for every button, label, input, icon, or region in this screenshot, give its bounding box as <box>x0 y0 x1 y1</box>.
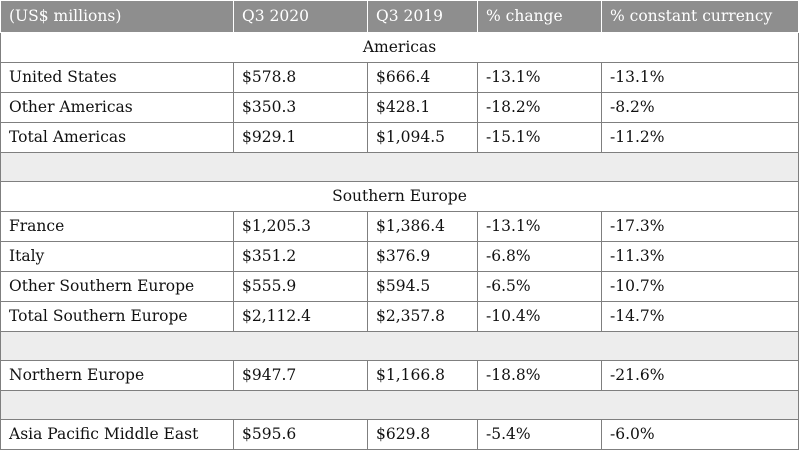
table-row: France $1,205.3 $1,386.4 -13.1% -17.3% <box>0 211 799 242</box>
header-pct-change: % change <box>477 0 602 33</box>
region-name: Other Americas <box>0 92 234 123</box>
region-name: United States <box>0 62 234 93</box>
pct-constant-value: -14.7% <box>601 301 799 332</box>
region-name: Other Southern Europe <box>0 271 234 302</box>
region-name: Northern Europe <box>0 360 234 391</box>
q3-2019-value: $629.8 <box>367 419 478 450</box>
spacer-row <box>0 152 799 182</box>
q3-2020-value: $350.3 <box>233 92 368 123</box>
q3-2019-value: $1,386.4 <box>367 211 478 242</box>
pct-constant-value: -8.2% <box>601 92 799 123</box>
header-label: (US$ millions) <box>0 0 234 33</box>
pct-constant-value: -17.3% <box>601 211 799 242</box>
spacer-cell <box>0 331 799 361</box>
q3-2020-value: $578.8 <box>233 62 368 93</box>
spacer-row <box>0 331 799 361</box>
pct-change-value: -10.4% <box>477 301 602 332</box>
pct-constant-value: -11.2% <box>601 122 799 153</box>
q3-2020-value: $2,112.4 <box>233 301 368 332</box>
region-name: Asia Pacific Middle East <box>0 419 234 450</box>
q3-2020-value: $555.9 <box>233 271 368 302</box>
table-row: United States $578.8 $666.4 -13.1% -13.1… <box>0 62 799 93</box>
q3-2019-value: $1,166.8 <box>367 360 478 391</box>
region-name: Italy <box>0 241 234 272</box>
q3-2019-value: $428.1 <box>367 92 478 123</box>
q3-2020-value: $947.7 <box>233 360 368 391</box>
q3-2020-value: $1,205.3 <box>233 211 368 242</box>
section-row-southern-europe: Southern Europe <box>0 181 799 212</box>
section-title-southern-europe: Southern Europe <box>0 181 799 212</box>
spacer-cell <box>0 152 799 182</box>
pct-change-value: -6.5% <box>477 271 602 302</box>
region-name: Total Southern Europe <box>0 301 234 332</box>
section-row-americas: Americas <box>0 32 799 63</box>
spacer-row <box>0 390 799 420</box>
spacer-cell <box>0 390 799 420</box>
pct-change-value: -15.1% <box>477 122 602 153</box>
region-name: Total Americas <box>0 122 234 153</box>
q3-2020-value: $351.2 <box>233 241 368 272</box>
pct-constant-value: -13.1% <box>601 62 799 93</box>
pct-change-value: -18.8% <box>477 360 602 391</box>
q3-2020-value: $929.1 <box>233 122 368 153</box>
pct-change-value: -5.4% <box>477 419 602 450</box>
q3-2019-value: $594.5 <box>367 271 478 302</box>
pct-change-value: -13.1% <box>477 62 602 93</box>
q3-2019-value: $666.4 <box>367 62 478 93</box>
pct-constant-value: -10.7% <box>601 271 799 302</box>
table-row: Asia Pacific Middle East $595.6 $629.8 -… <box>0 419 799 450</box>
table-row: Total Southern Europe $2,112.4 $2,357.8 … <box>0 301 799 332</box>
pct-change-value: -6.8% <box>477 241 602 272</box>
table-row: Other Americas $350.3 $428.1 -18.2% -8.2… <box>0 92 799 123</box>
header-q3-2019: Q3 2019 <box>367 0 478 33</box>
pct-change-value: -18.2% <box>477 92 602 123</box>
region-name: France <box>0 211 234 242</box>
pct-change-value: -13.1% <box>477 211 602 242</box>
table-row: Other Southern Europe $555.9 $594.5 -6.5… <box>0 271 799 302</box>
pct-constant-value: -11.3% <box>601 241 799 272</box>
header-pct-constant: % constant currency <box>601 0 799 33</box>
header-row: (US$ millions) Q3 2020 Q3 2019 % change … <box>0 0 799 33</box>
q3-2019-value: $1,094.5 <box>367 122 478 153</box>
q3-2019-value: $376.9 <box>367 241 478 272</box>
header-q3-2020: Q3 2020 <box>233 0 368 33</box>
pct-constant-value: -6.0% <box>601 419 799 450</box>
section-title-americas: Americas <box>0 32 799 63</box>
table-row: Italy $351.2 $376.9 -6.8% -11.3% <box>0 241 799 272</box>
table-row: Total Americas $929.1 $1,094.5 -15.1% -1… <box>0 122 799 153</box>
table-row: Northern Europe $947.7 $1,166.8 -18.8% -… <box>0 360 799 391</box>
q3-2019-value: $2,357.8 <box>367 301 478 332</box>
pct-constant-value: -21.6% <box>601 360 799 391</box>
q3-2020-value: $595.6 <box>233 419 368 450</box>
